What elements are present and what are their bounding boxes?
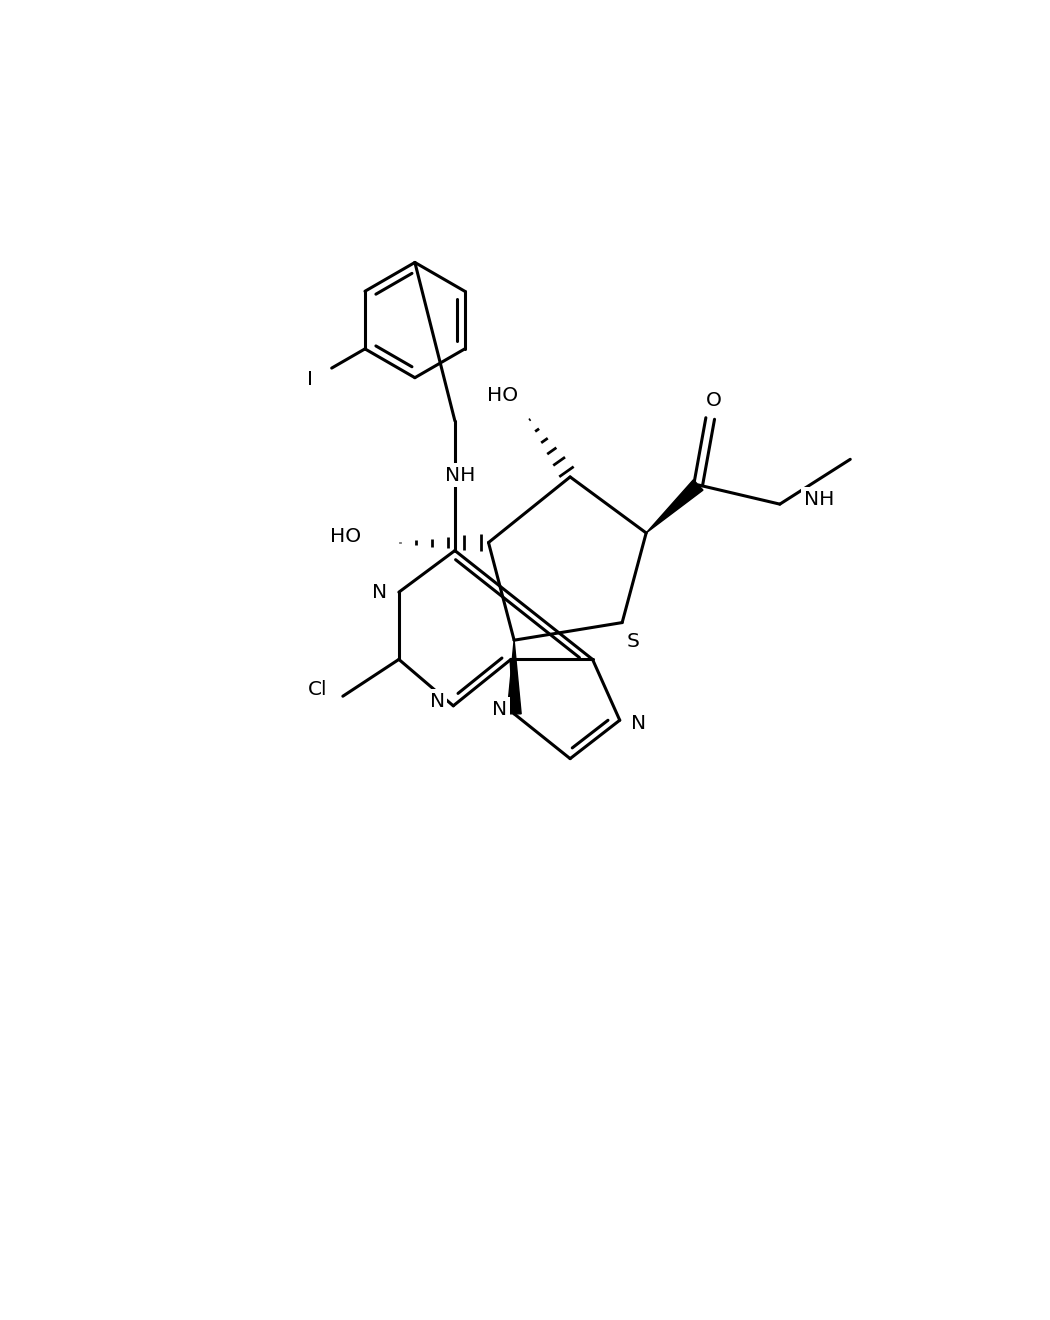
Text: NH: NH [444,466,475,484]
Text: O: O [707,392,722,411]
Text: NH: NH [804,490,834,508]
Text: N: N [372,582,387,602]
Text: HO: HO [486,385,518,405]
Text: HO: HO [331,527,361,545]
Text: N: N [429,692,445,710]
Text: N: N [631,714,647,733]
Polygon shape [507,640,521,714]
Polygon shape [646,479,702,533]
Text: N: N [492,700,507,718]
Text: I: I [307,370,313,389]
Text: S: S [627,632,639,651]
Text: Cl: Cl [308,680,327,700]
